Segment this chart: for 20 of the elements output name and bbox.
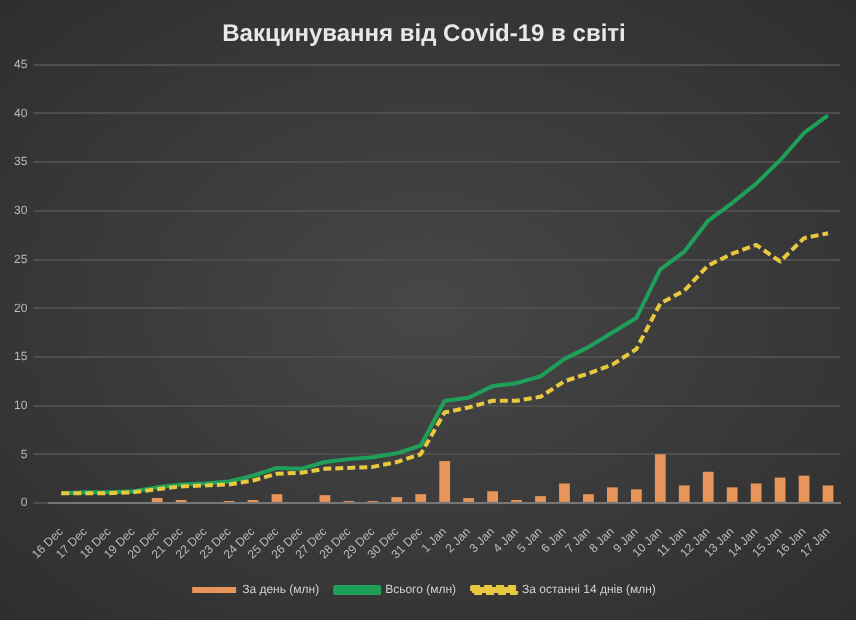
bar bbox=[583, 494, 594, 502]
bar bbox=[271, 494, 283, 502]
bar bbox=[822, 485, 834, 502]
bar bbox=[798, 475, 810, 502]
bar bbox=[774, 477, 786, 502]
bar bbox=[607, 487, 618, 502]
bar bbox=[654, 454, 666, 502]
chart-title: Вакцинування від Covid-19 в світі bbox=[222, 19, 626, 48]
bar bbox=[702, 471, 714, 502]
bar bbox=[439, 461, 451, 502]
bar bbox=[487, 491, 498, 502]
bar bbox=[559, 483, 570, 502]
bar bbox=[415, 494, 427, 502]
bar bbox=[535, 496, 546, 502]
bar bbox=[750, 483, 762, 502]
line-series bbox=[59, 231, 831, 496]
bar bbox=[630, 489, 642, 502]
bar bbox=[319, 495, 331, 502]
bar bbox=[678, 485, 690, 502]
bar bbox=[726, 487, 738, 502]
